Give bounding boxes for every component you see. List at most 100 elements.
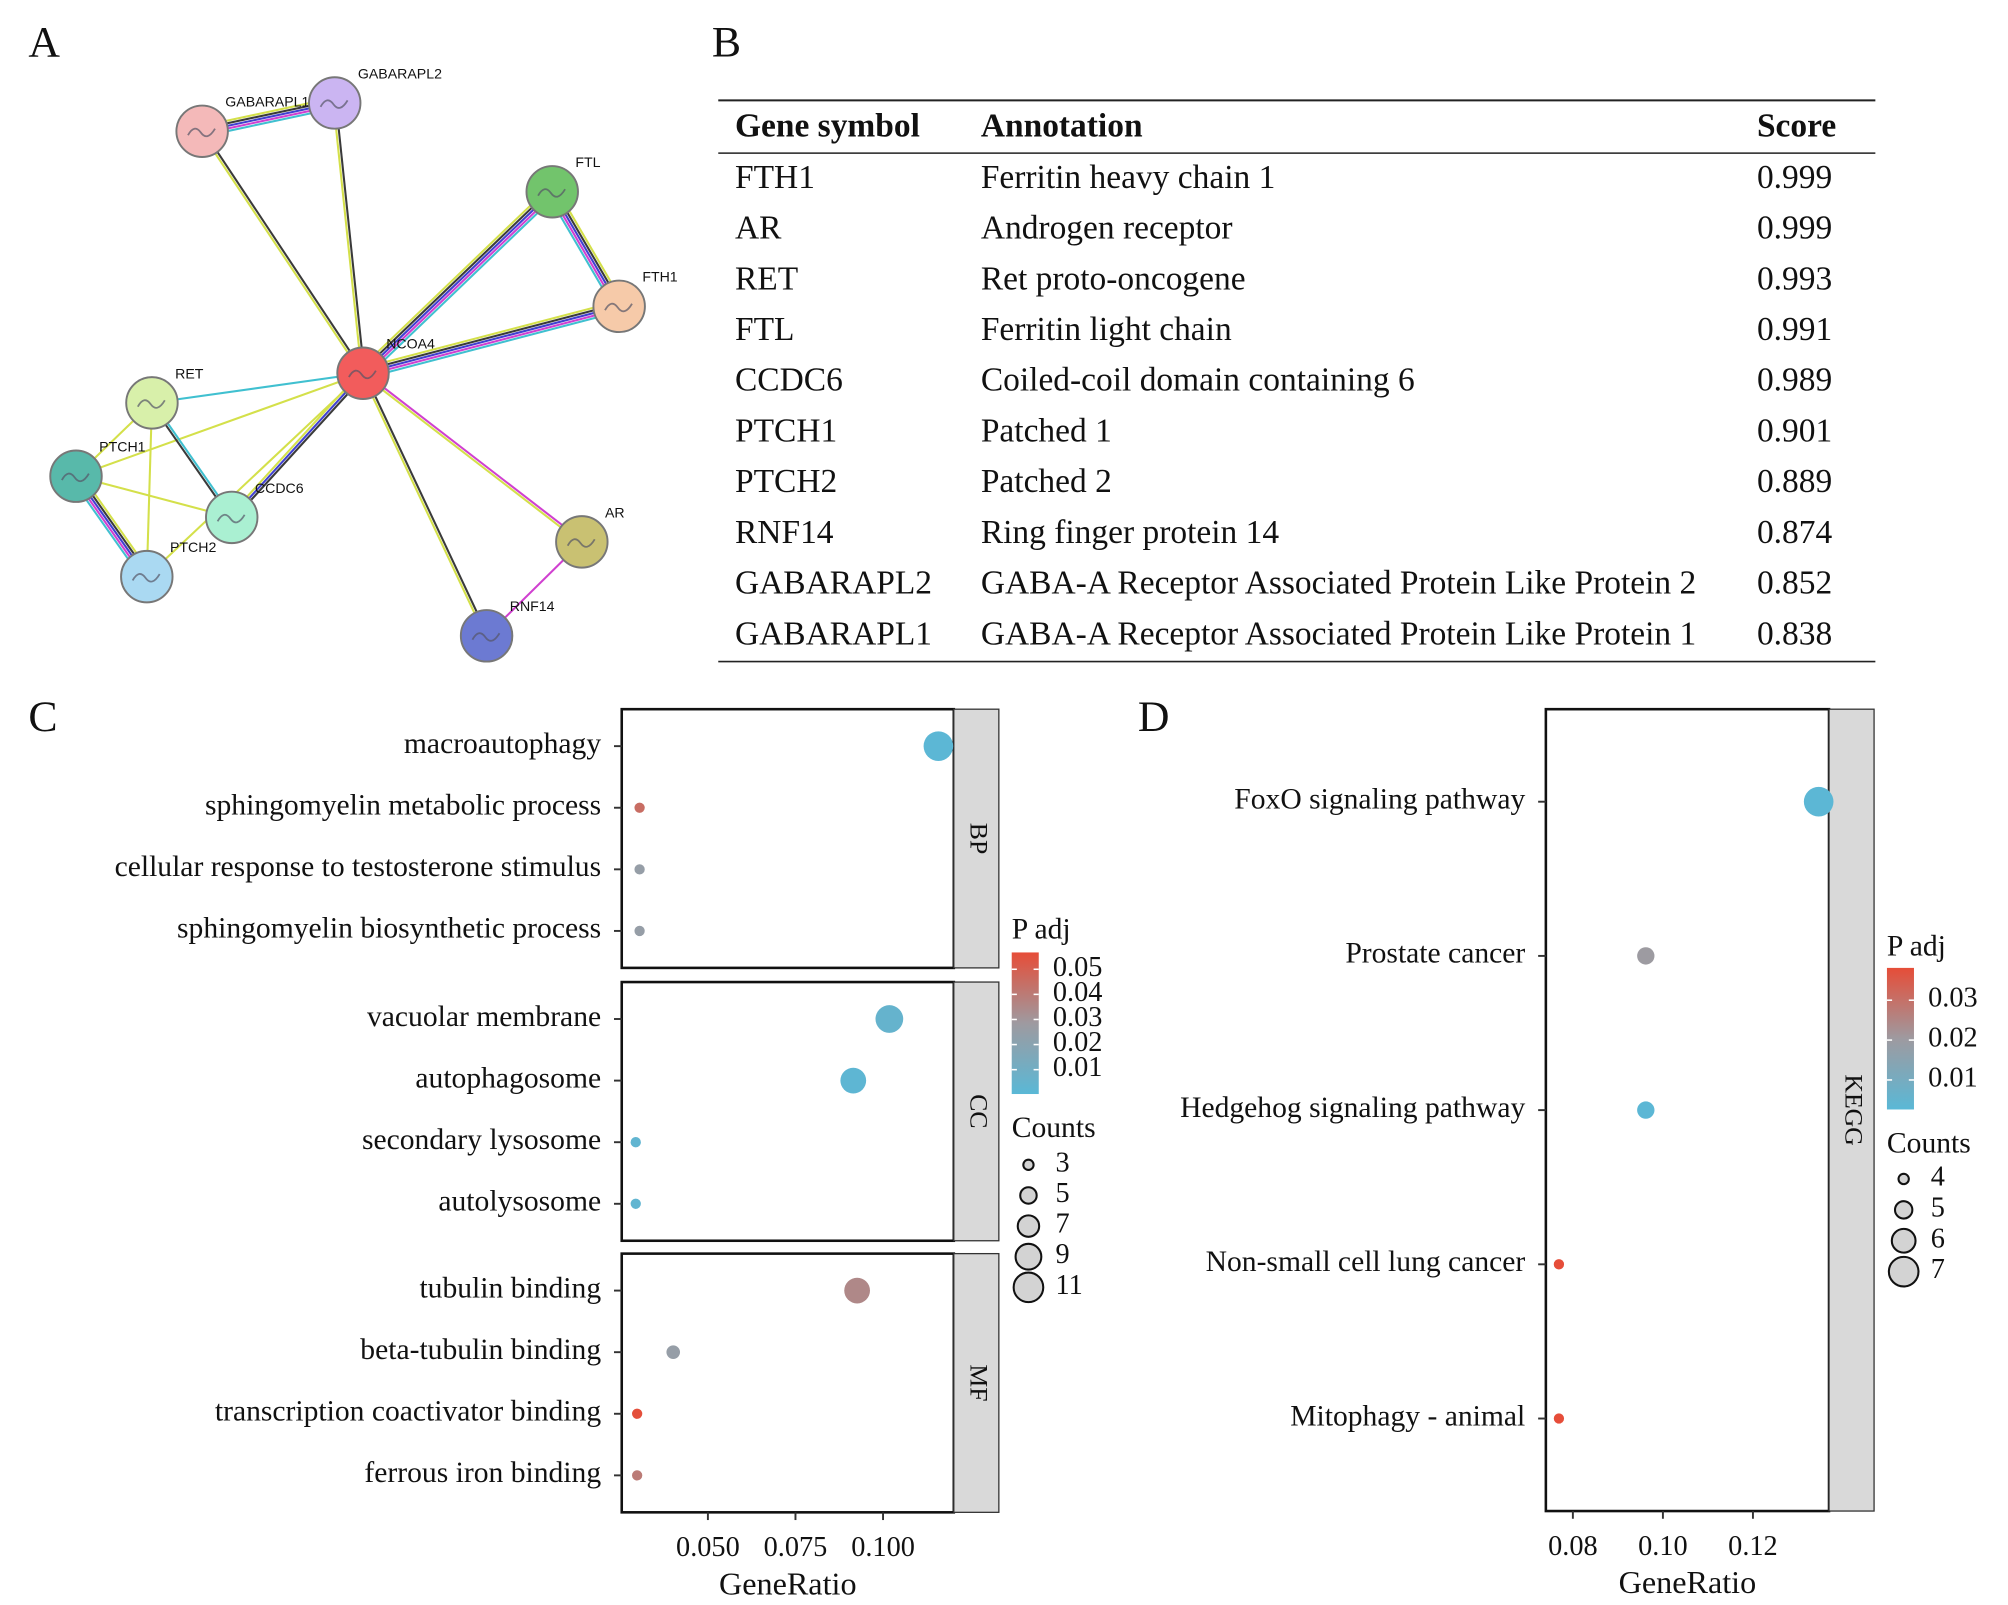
dot [844, 1277, 870, 1304]
node-structure [566, 538, 596, 548]
table-cell: RET [735, 260, 798, 297]
facet-strip [953, 708, 1000, 969]
x-axis-title: GeneRatio [719, 1565, 857, 1601]
facet-label: CC [964, 1094, 993, 1128]
dot [1637, 1101, 1655, 1119]
x-tick-label: 0.075 [764, 1532, 828, 1563]
y-tick-label: vacuolar membrane [367, 1001, 601, 1033]
plot-panel [620, 707, 956, 970]
dot [1637, 947, 1655, 965]
y-tick-label: Prostate cancer [1345, 938, 1525, 970]
network-edge [360, 373, 487, 637]
size-key [1019, 1186, 1038, 1205]
network-node [592, 279, 646, 334]
size-key [1012, 1271, 1045, 1304]
node-structure [61, 472, 90, 483]
table-header: Annotation [981, 107, 1143, 144]
node-label: FTH1 [642, 269, 677, 285]
dot [875, 1005, 904, 1033]
dot [634, 925, 645, 937]
x-tick-label: 0.08 [1548, 1531, 1598, 1562]
node-label: RET [175, 365, 204, 381]
dot [1553, 1413, 1565, 1424]
y-tick-label: sphingomyelin biosynthetic process [177, 913, 601, 945]
network-edge [362, 305, 620, 375]
y-tick-label: autophagosome [415, 1062, 601, 1094]
size-label: 7 [1931, 1254, 1945, 1285]
legend-title: Counts [1887, 1127, 1971, 1159]
network-node [175, 104, 229, 158]
node-structure [604, 302, 633, 313]
node-structure [537, 188, 566, 198]
dot [840, 1067, 867, 1094]
plot-panel [620, 980, 956, 1243]
node-structure [137, 399, 166, 409]
panel-label: B [712, 18, 741, 66]
table-cell: 0.989 [1757, 362, 1832, 399]
network-node [525, 165, 579, 219]
dot [634, 802, 645, 813]
facet-strip [953, 1252, 1000, 1513]
network-edge [145, 402, 153, 577]
network-edge [364, 192, 555, 376]
y-tick-label: sphingomyelin metabolic process [205, 790, 601, 822]
node-structure [187, 127, 216, 138]
facet-strip [953, 981, 1000, 1242]
colorbar-label: 0.01 [1053, 1052, 1103, 1083]
y-tick-label: autolysosome [438, 1186, 601, 1218]
network-edge [202, 130, 365, 374]
table-cell: 0.999 [1757, 210, 1832, 247]
table-cell: 0.999 [1757, 159, 1832, 196]
table-cell: 0.991 [1757, 311, 1832, 348]
network-edge [365, 194, 557, 378]
size-key [1897, 1172, 1910, 1186]
table-cell: 0.993 [1757, 260, 1832, 297]
size-key [1016, 1214, 1041, 1238]
network-edge [230, 372, 364, 519]
y-tick-label: secondary lysosome [362, 1124, 601, 1156]
dot [630, 1198, 641, 1209]
legend-title: P adj [1887, 930, 1946, 962]
dot [630, 1137, 641, 1148]
size-key [1014, 1242, 1043, 1271]
table-cell: Ferritin light chain [981, 311, 1232, 348]
node-label: PTCH1 [99, 439, 145, 455]
x-tick-label: 0.10 [1638, 1531, 1688, 1562]
node-label: RNF14 [510, 598, 555, 614]
node-structure [319, 99, 349, 109]
dot [923, 731, 954, 761]
dot [1803, 786, 1834, 817]
network-edge [363, 371, 584, 542]
network-edge [364, 310, 621, 380]
table-cell: CCDC6 [735, 362, 843, 399]
dot [634, 864, 645, 875]
node-structure [348, 369, 377, 380]
node-structure [131, 573, 161, 583]
colorbar-label: 0.02 [1053, 1027, 1103, 1058]
plot-panel [1544, 707, 1831, 1513]
table-cell: 0.838 [1757, 615, 1832, 652]
colorbar-label: 0.02 [1928, 1023, 1978, 1054]
network-edge [232, 374, 366, 520]
node-structure [471, 632, 501, 642]
colorbar [1886, 967, 1914, 1110]
panel-label: A [28, 18, 60, 66]
dot [631, 1470, 643, 1481]
y-tick-label: Non-small cell lung cancer [1206, 1246, 1526, 1278]
size-key [1893, 1200, 1914, 1220]
network-edge [75, 475, 233, 519]
y-tick-label: cellular response to testosterone stimul… [115, 851, 602, 883]
size-key [1890, 1227, 1917, 1254]
table-cell: 0.852 [1757, 565, 1832, 602]
y-tick-label: FoxO signaling pathway [1234, 784, 1525, 816]
table-cell: RNF14 [735, 514, 834, 551]
network-edge [362, 302, 619, 372]
node-label: NCOA4 [386, 336, 435, 352]
y-tick-label: Hedgehog signaling pathway [1180, 1092, 1525, 1124]
network-node [555, 515, 609, 569]
table-cell: 0.874 [1757, 514, 1833, 551]
x-axis-title: GeneRatio [1619, 1564, 1757, 1600]
node-label: GABARAPL1 [225, 94, 309, 110]
y-tick-label: transcription coactivator binding [215, 1396, 601, 1428]
dot [631, 1408, 643, 1419]
